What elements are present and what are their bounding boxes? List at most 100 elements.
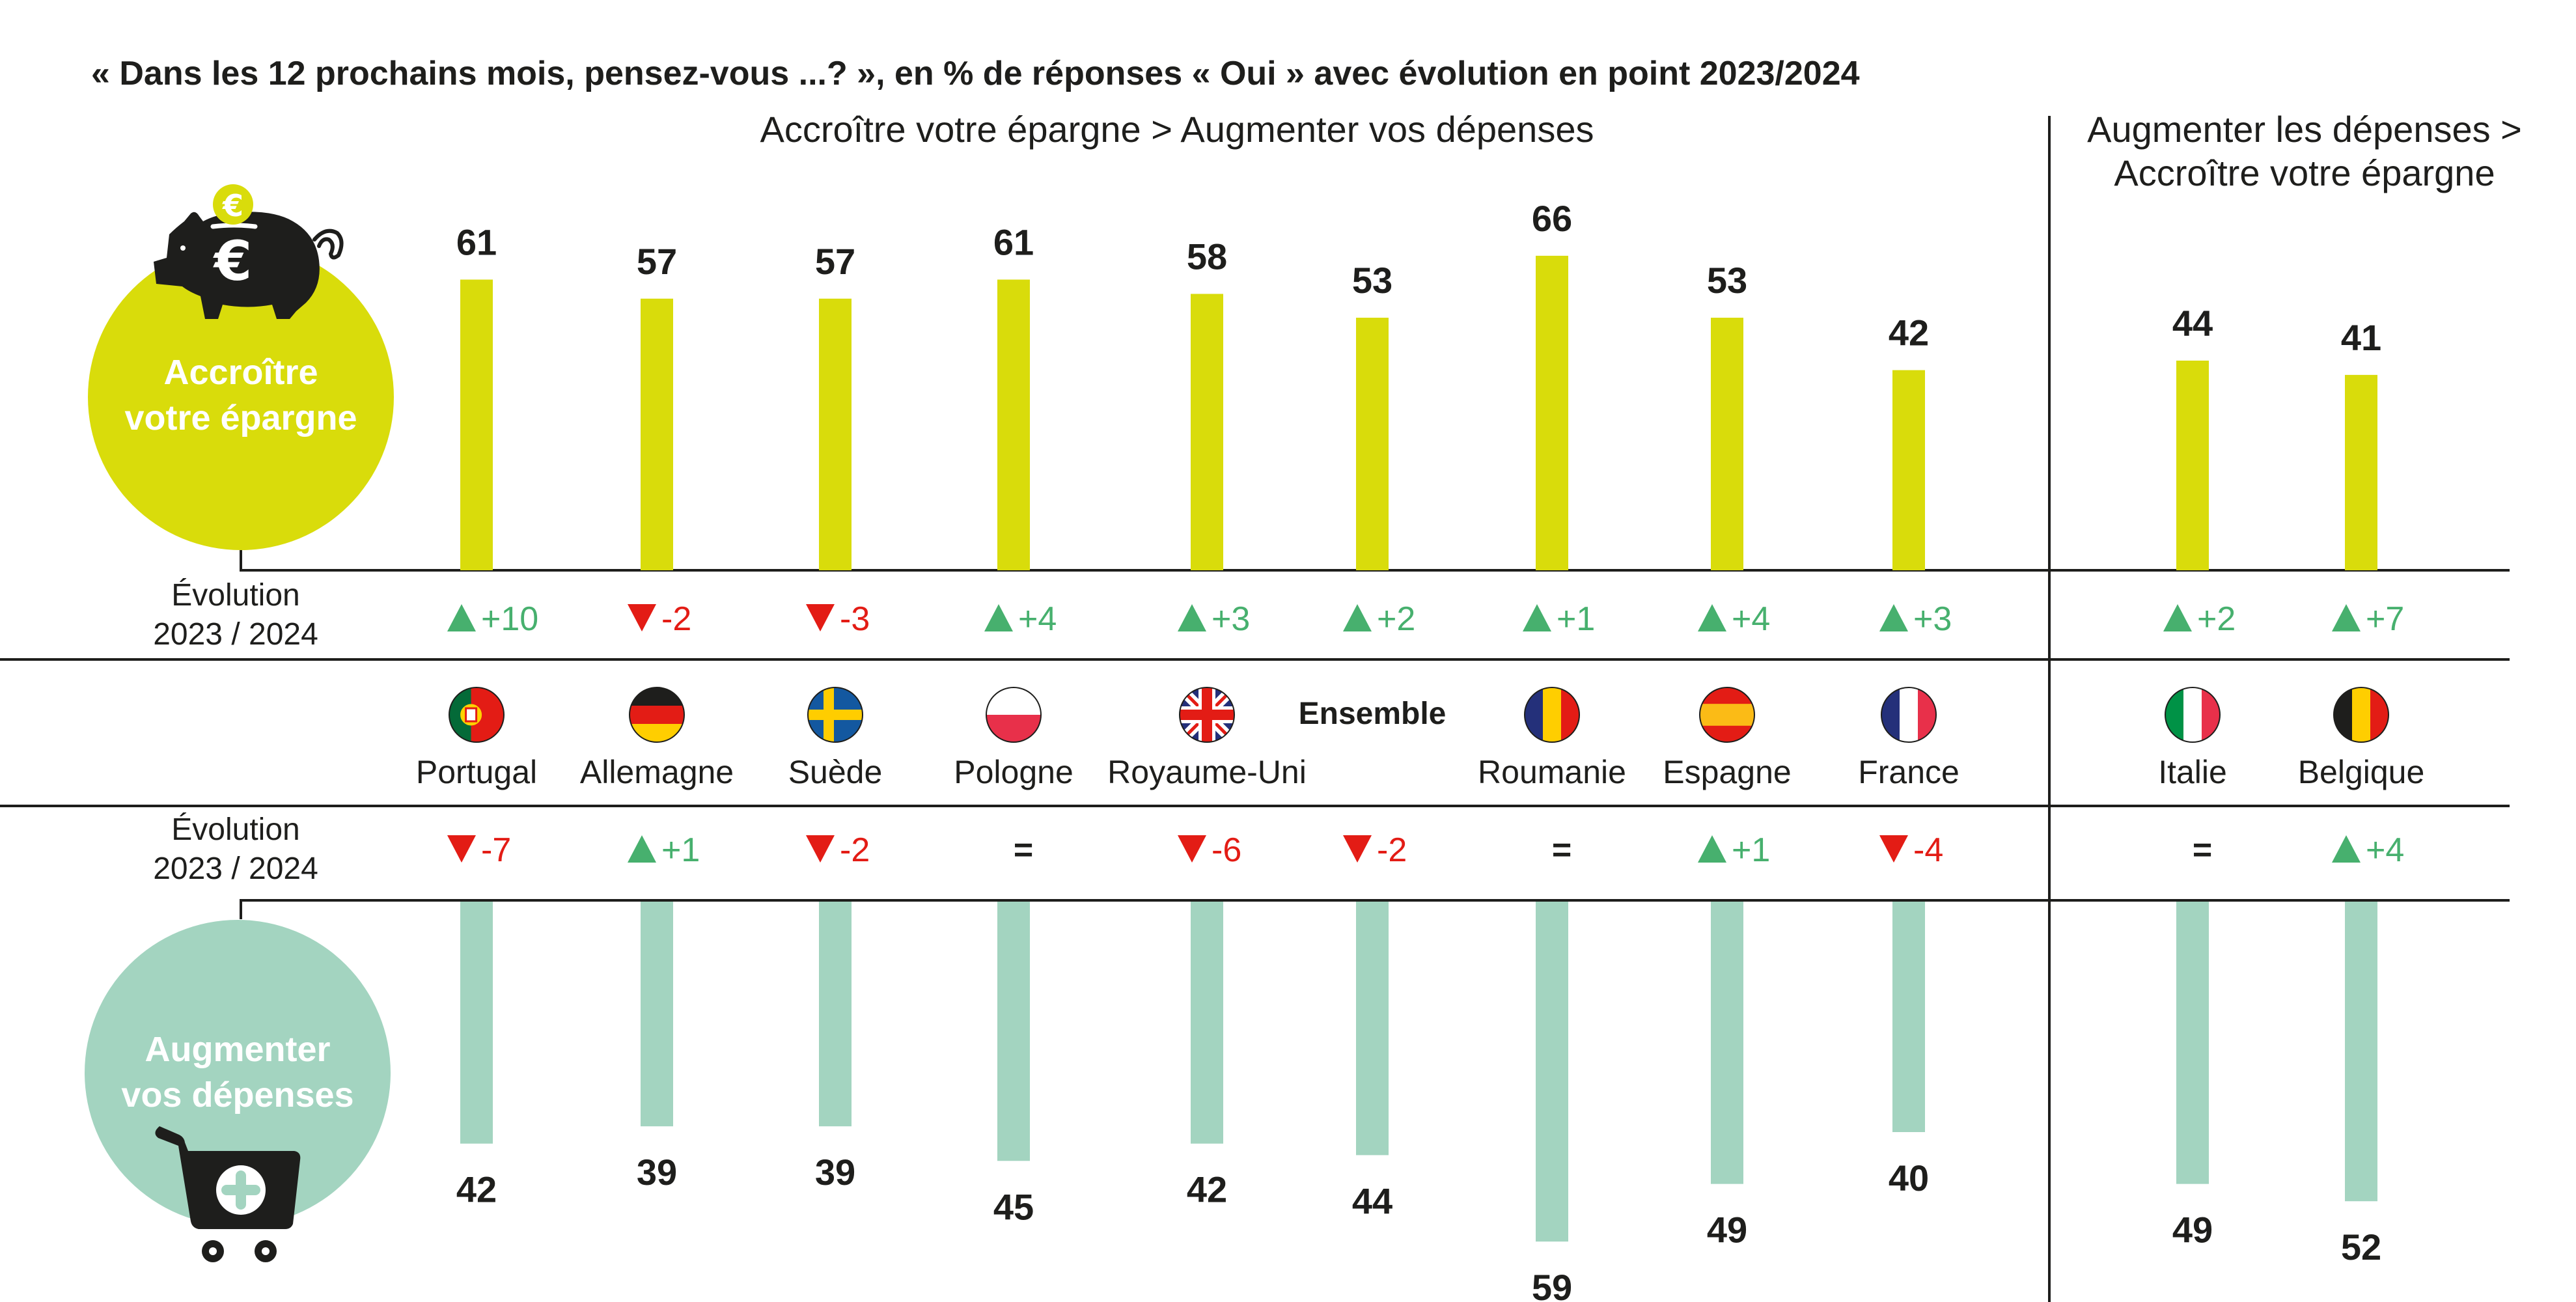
evolution-value: +3: [1212, 600, 1250, 638]
flag-sweden-icon: [807, 687, 863, 743]
flag-united-kingdom-icon: [1179, 687, 1235, 743]
savings-circle: [88, 244, 394, 550]
spending-value-ensemble: 44: [1352, 1180, 1392, 1221]
spending-value-labels: 42 39 39 45 42 44 59 49 40 49 52: [456, 1152, 2381, 1302]
evolution-value: +3: [1913, 600, 1952, 638]
savings-bar-pologne: [997, 279, 1030, 570]
evolution-value: =: [1552, 831, 1572, 869]
group-header-left: Accroître votre épargne > Augmenter vos …: [760, 109, 1594, 150]
country-names-row: Portugal Allemagne Suède Pologne Royaume-Uni…: [416, 697, 2424, 790]
flag-outline: [2165, 687, 2221, 743]
flag-stripe: [2370, 687, 2389, 742]
arrow-up-icon: [2332, 835, 2361, 863]
arrow-up-icon: [1879, 604, 1908, 631]
group-header-right-line2: Accroître votre épargne: [2114, 152, 2495, 193]
flag-cross: [1202, 687, 1212, 742]
spending-bar-allemagne: [641, 902, 673, 1127]
arrow-down-icon: [1343, 835, 1372, 863]
evolution-value: +1: [1557, 600, 1595, 638]
flag-stripe: [1525, 687, 1544, 742]
flag-cross: [824, 687, 834, 742]
flag-outline: [449, 687, 505, 743]
flag-stripe: [2352, 687, 2371, 742]
flag-stripe: [986, 687, 1041, 715]
spending-bar-belgique: [2345, 902, 2377, 1202]
evolution-value: +1: [661, 831, 700, 869]
flag-stripe: [1900, 687, 1918, 742]
arrow-down-icon: [1178, 835, 1206, 863]
flag-germany-icon: [629, 687, 685, 743]
flag-fill: [2334, 687, 2389, 742]
evolution-value: +2: [2197, 600, 2236, 638]
savings-bar-belgique: [2345, 374, 2377, 570]
spending-value-roumanie: 59: [1532, 1267, 1572, 1302]
savings-bars: [460, 255, 2377, 570]
spending-value-france: 40: [1889, 1157, 1929, 1198]
spending-bar-roumanie: [1536, 902, 1568, 1242]
spending-bar-royaume-uni: [1191, 902, 1223, 1144]
chart-title: « Dans les 12 prochains mois, pensez-vou…: [91, 55, 1860, 92]
flag-emblem: [465, 707, 478, 723]
spending-evolution-suede: -2: [806, 831, 870, 869]
spending-evolution-belgique: +4: [2332, 831, 2404, 869]
spending-evolution-france: -4: [1879, 831, 1943, 869]
evolution-value: +10: [481, 600, 538, 638]
country-name-allemagne: Allemagne: [580, 754, 734, 790]
piggy-bank-euro-icon: € €: [154, 184, 344, 319]
country-name-royaume-uni: Royaume-Uni: [1107, 754, 1307, 790]
spending-value-belgique: 52: [2341, 1226, 2381, 1267]
flag-cross: [808, 710, 863, 720]
savings-bar-royaume-uni: [1191, 294, 1223, 570]
savings-value-roumanie: 66: [1532, 198, 1572, 239]
svg-text:€: €: [213, 229, 252, 293]
group-header-right-line1: Augmenter les dépenses >: [2087, 109, 2522, 150]
savings-evolution-pologne: +4: [984, 600, 1057, 638]
flag-stripe: [630, 724, 684, 742]
spending-value-italie: 49: [2172, 1210, 2213, 1251]
spending-bar-ensemble: [1356, 902, 1389, 1156]
flag-stripe: [630, 687, 684, 706]
flag-fill: [1180, 687, 1234, 742]
shopping-cart-plus-icon: [155, 1126, 301, 1262]
spending-evolution-allemagne: +1: [628, 831, 700, 869]
spending-value-allemagne: 39: [637, 1152, 677, 1193]
savings-bar-espagne: [1711, 318, 1743, 570]
flag-stripe: [1543, 687, 1562, 742]
arrow-down-icon: [806, 835, 835, 863]
flag-stripe: [630, 706, 684, 725]
arrow-up-icon: [2332, 604, 2361, 631]
spending-bars: [460, 902, 2377, 1242]
flag-stripe: [2165, 687, 2184, 742]
spending-value-portugal: 42: [456, 1169, 497, 1210]
country-name-suede: Suède: [788, 754, 883, 790]
arrow-down-icon: [1879, 835, 1908, 863]
spending-evolution-ensemble: -2: [1343, 831, 1407, 869]
flag-stripe: [1561, 687, 1579, 742]
evolution-value: -2: [840, 831, 870, 869]
flag-stripe: [1881, 687, 1900, 742]
evolution-label-bottom-1: Évolution: [171, 812, 299, 847]
flag-fill: [449, 687, 504, 742]
arrow-up-icon: [1698, 604, 1726, 631]
savings-value-portugal: 61: [456, 221, 497, 262]
arrow-up-icon: [2163, 604, 2192, 631]
evolution-value: +4: [1018, 600, 1057, 638]
spending-evolution-row: -7 +1 -2 = -6 -2 = +1 -4 = +4: [447, 831, 2404, 869]
flag-romania-icon: [1524, 687, 1580, 743]
spending-value-royaume-uni: 42: [1187, 1169, 1227, 1210]
spending-evolution-royaume-uni: -6: [1178, 831, 1241, 869]
arrow-up-icon: [1698, 835, 1726, 863]
spending-evolution-portugal: -7: [447, 831, 511, 869]
savings-value-royaume-uni: 58: [1187, 236, 1227, 277]
flags-row: [449, 687, 2389, 743]
flag-outline: [807, 687, 863, 743]
savings-value-ensemble: 53: [1352, 260, 1392, 301]
evolution-value: -3: [840, 600, 870, 638]
arrow-down-icon: [447, 835, 476, 863]
country-name-portugal: Portugal: [416, 754, 537, 790]
arrow-down-icon: [806, 604, 835, 631]
spending-evolution-espagne: +1: [1698, 831, 1770, 869]
spending-bar-portugal: [460, 902, 493, 1144]
country-name-pologne: Pologne: [954, 754, 1073, 790]
